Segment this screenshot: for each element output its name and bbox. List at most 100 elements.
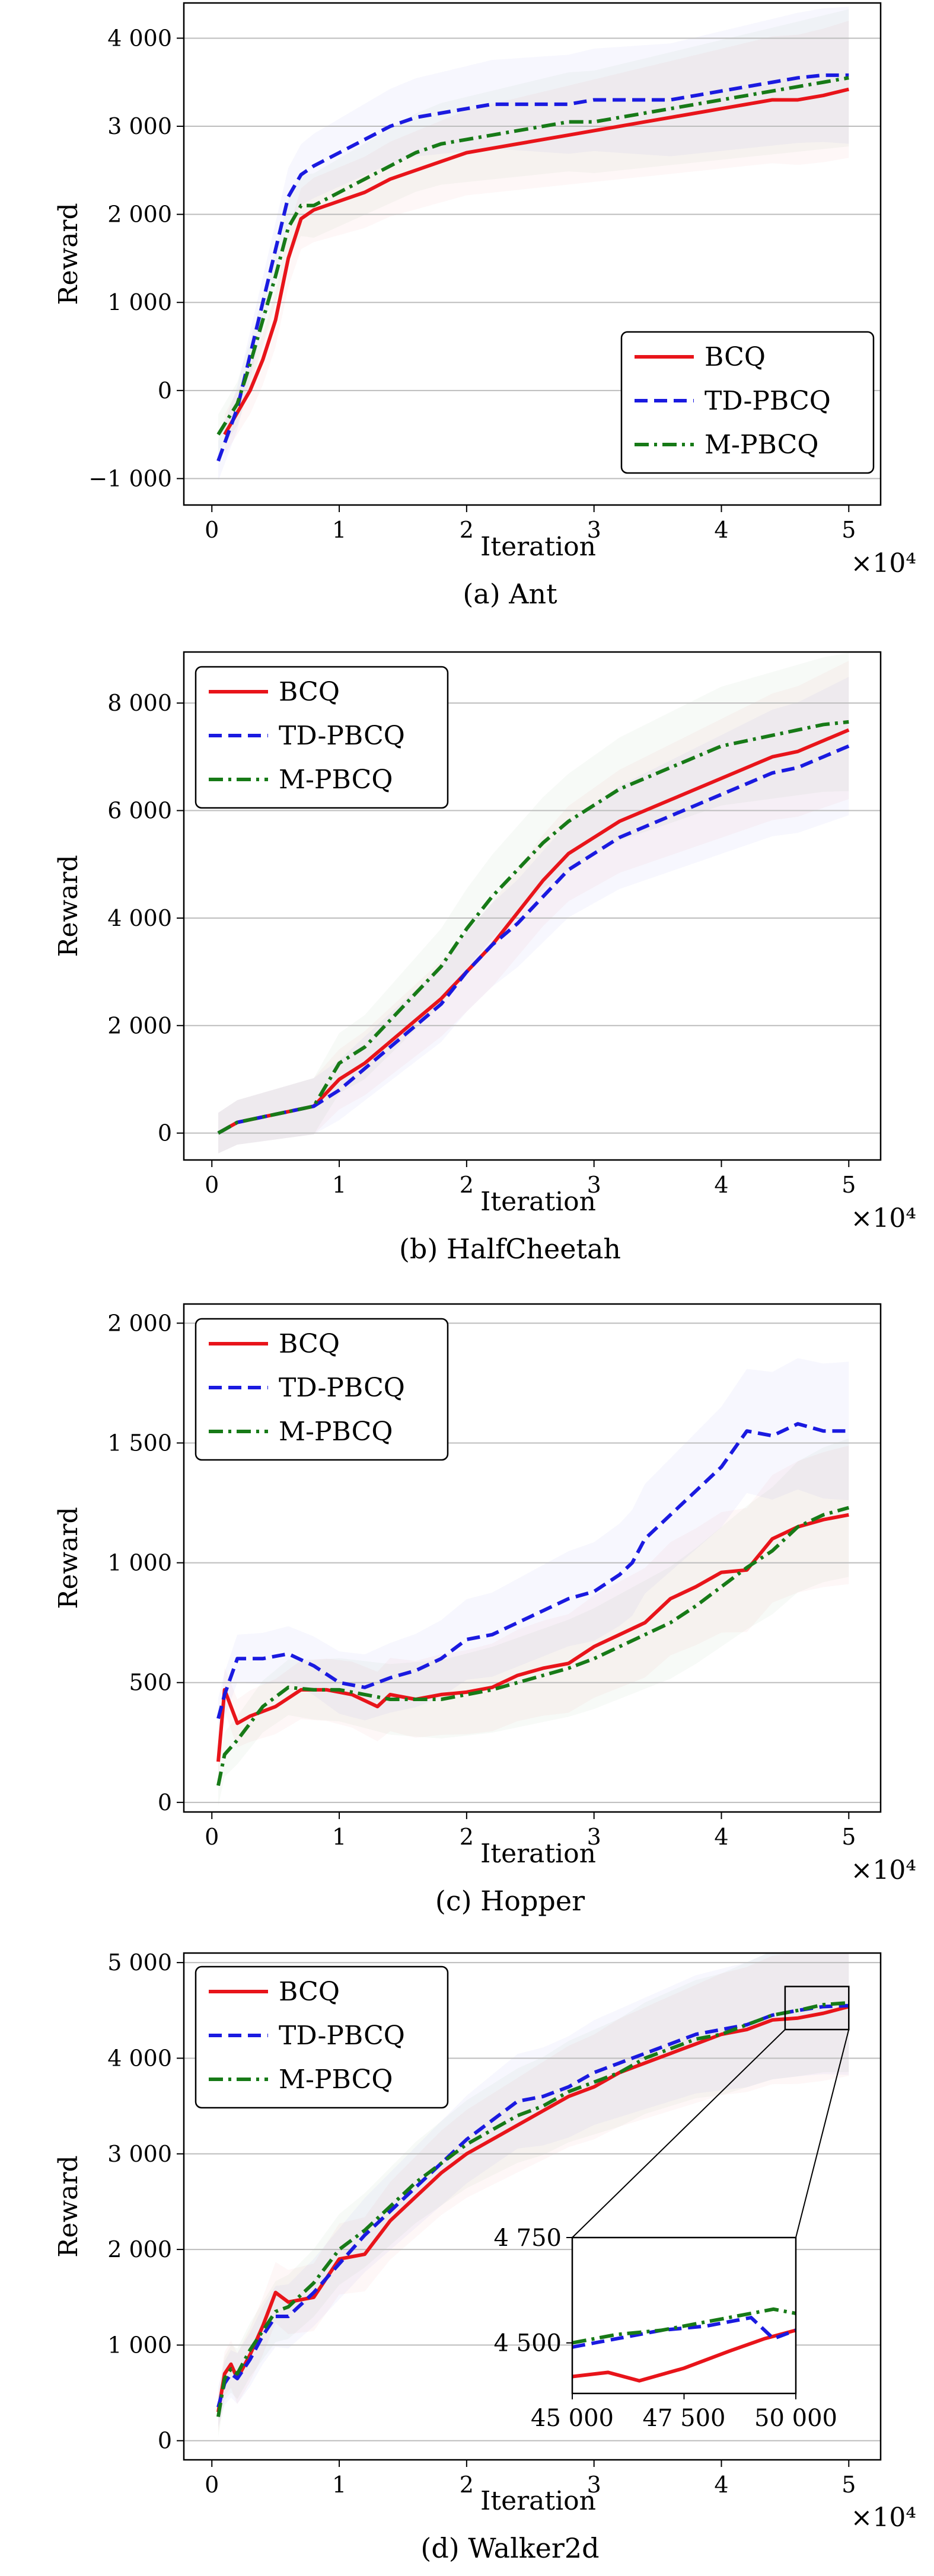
series-line-m-pbcq — [217, 720, 849, 1135]
x-tick-label: 3 — [587, 1824, 601, 1850]
y-tick-label: 0 — [158, 1789, 172, 1816]
x-tick-label: 5 — [841, 2472, 856, 2498]
y-tick-label: 500 — [129, 1670, 172, 1696]
axis-multiplier: ×10⁴ — [851, 1855, 917, 1885]
panel-caption: (d) Walker2d — [420, 2532, 599, 2564]
inset-series-line-bcq — [572, 2328, 796, 2383]
x-tick-label: 3 — [587, 2472, 601, 2498]
x-tick-label: 0 — [205, 1172, 219, 1198]
x-tick-label: 4 — [714, 1172, 728, 1198]
legend-box — [620, 331, 875, 474]
plot-frame — [183, 1952, 882, 2461]
legend-label-m-pbcq: M-PBCQ — [279, 765, 393, 795]
x-tick-label: 4 — [714, 2472, 728, 2498]
inset-series-line-td-pbcq — [572, 2315, 796, 2349]
axis-multiplier: ×10⁴ — [851, 1203, 917, 1233]
zoom-connector — [572, 2029, 786, 2238]
chart-panel-4: 0 1 000 2 000 3 000 4 000 5 000 0 1 2 3 4 5 Iteratio… — [53, 1949, 917, 2564]
x-tick-label: 3 — [587, 1172, 601, 1198]
x-tick-label: 2 — [460, 517, 474, 543]
legend-label-m-pbcq: M-PBCQ — [279, 1417, 393, 1447]
y-tick-label: 0 — [158, 2428, 172, 2454]
inset-series-line-m-pbcq — [572, 2307, 796, 2345]
zoom-connector — [795, 2029, 850, 2238]
legend-label-m-pbcq: M-PBCQ — [705, 430, 818, 460]
legend-box — [195, 666, 449, 809]
y-axis-label: Reward — [53, 855, 84, 957]
inset-x-tick-label: 45 000 — [531, 2405, 614, 2432]
y-tick-label: 4 000 — [107, 905, 172, 931]
legend-label-m-pbcq: M-PBCQ — [279, 2064, 393, 2095]
legend-box — [195, 1318, 449, 1461]
y-tick-label: 1 000 — [107, 2332, 172, 2358]
legend-label-td-pbcq: TD-PBCQ — [279, 1373, 405, 1403]
y-tick-label: −1 000 — [88, 465, 172, 491]
y-tick-label: 2 000 — [107, 202, 172, 228]
legend-label-bcq: BCQ — [705, 342, 766, 372]
x-tick-label: 4 — [714, 517, 728, 543]
y-tick-label: 4 000 — [107, 2045, 172, 2071]
legend-label-td-pbcq: TD-PBCQ — [705, 386, 831, 416]
zoom-box — [784, 1986, 850, 2031]
y-tick-label: 5 000 — [107, 1949, 172, 1976]
series-line-m-pbcq — [216, 76, 849, 436]
inset-y-tick-label: 4 750 — [493, 2225, 562, 2252]
y-tick-label: 1 500 — [107, 1430, 172, 1456]
x-tick-label: 5 — [841, 1172, 856, 1198]
x-axis-label: Iteration — [480, 2486, 596, 2516]
legend-label-bcq: BCQ — [279, 1977, 340, 2007]
series-line-m-pbcq — [216, 1506, 850, 1786]
inset-x-tick-label: 50 000 — [754, 2405, 837, 2432]
inset-background — [572, 2238, 796, 2393]
panel-caption: (a) Ant — [463, 578, 557, 610]
series-line-td-pbcq — [217, 744, 850, 1135]
x-axis-label: Iteration — [480, 532, 596, 562]
legend: BCQ TD-PBCQ M-PBCQ — [620, 331, 875, 474]
x-tick-label: 1 — [332, 1172, 346, 1198]
inset-plot: 4 500 4 750 45 000 47 500 50 000 — [493, 2225, 837, 2432]
x-tick-label: 2 — [460, 1824, 474, 1850]
plot-frame — [183, 651, 882, 1161]
legend: BCQ TD-PBCQ M-PBCQ — [195, 1965, 449, 2109]
y-tick-label: 1 000 — [107, 289, 172, 315]
y-tick-label: 3 000 — [107, 2141, 172, 2167]
inset-y-tick-label: 4 500 — [493, 2330, 562, 2357]
chart-panel-2: 0 2 000 4 000 6 000 8 000 0 1 2 3 4 5 Iteration ×10⁴… — [53, 651, 917, 1265]
series-line-bcq — [216, 1513, 849, 1762]
y-tick-label: 4 000 — [107, 25, 172, 51]
x-tick-label: 2 — [460, 2472, 474, 2498]
x-tick-label: 1 — [332, 2472, 346, 2498]
legend-label-bcq: BCQ — [279, 677, 340, 707]
y-tick-label: 0 — [158, 378, 172, 404]
y-tick-label: 8 000 — [107, 690, 172, 716]
y-tick-label: 2 000 — [107, 1012, 172, 1038]
series-line-td-pbcq — [216, 2003, 849, 2408]
x-axis-label: Iteration — [480, 1187, 596, 1217]
x-tick-label: 1 — [332, 517, 346, 543]
y-axis-label: Reward — [53, 1507, 84, 1609]
x-tick-label: 0 — [205, 2472, 219, 2498]
x-axis-label: Iteration — [480, 1839, 596, 1869]
legend-box — [195, 1965, 449, 2109]
x-tick-label: 5 — [841, 1824, 856, 1850]
x-tick-label: 0 — [205, 1824, 219, 1850]
series-line-m-pbcq — [216, 2000, 849, 2417]
y-tick-label: 3 000 — [107, 113, 172, 139]
series-line-bcq — [223, 87, 850, 436]
axis-multiplier: ×10⁴ — [851, 2503, 917, 2533]
series-line-td-pbcq — [216, 73, 849, 462]
x-tick-label: 1 — [332, 1824, 346, 1850]
panel-caption: (b) HalfCheetah — [399, 1233, 621, 1265]
legend-label-td-pbcq: TD-PBCQ — [279, 2021, 405, 2051]
legend-label-bcq: BCQ — [279, 1329, 340, 1359]
panel-caption: (c) Hopper — [435, 1885, 585, 1917]
x-tick-label: 5 — [841, 517, 856, 543]
x-tick-label: 2 — [460, 1172, 474, 1198]
legend: BCQ TD-PBCQ M-PBCQ — [195, 666, 449, 809]
y-tick-label: 0 — [158, 1120, 172, 1146]
x-tick-label: 4 — [714, 1824, 728, 1850]
x-tick-label: 3 — [587, 517, 601, 543]
inset-x-tick-label: 47 500 — [643, 2405, 726, 2432]
